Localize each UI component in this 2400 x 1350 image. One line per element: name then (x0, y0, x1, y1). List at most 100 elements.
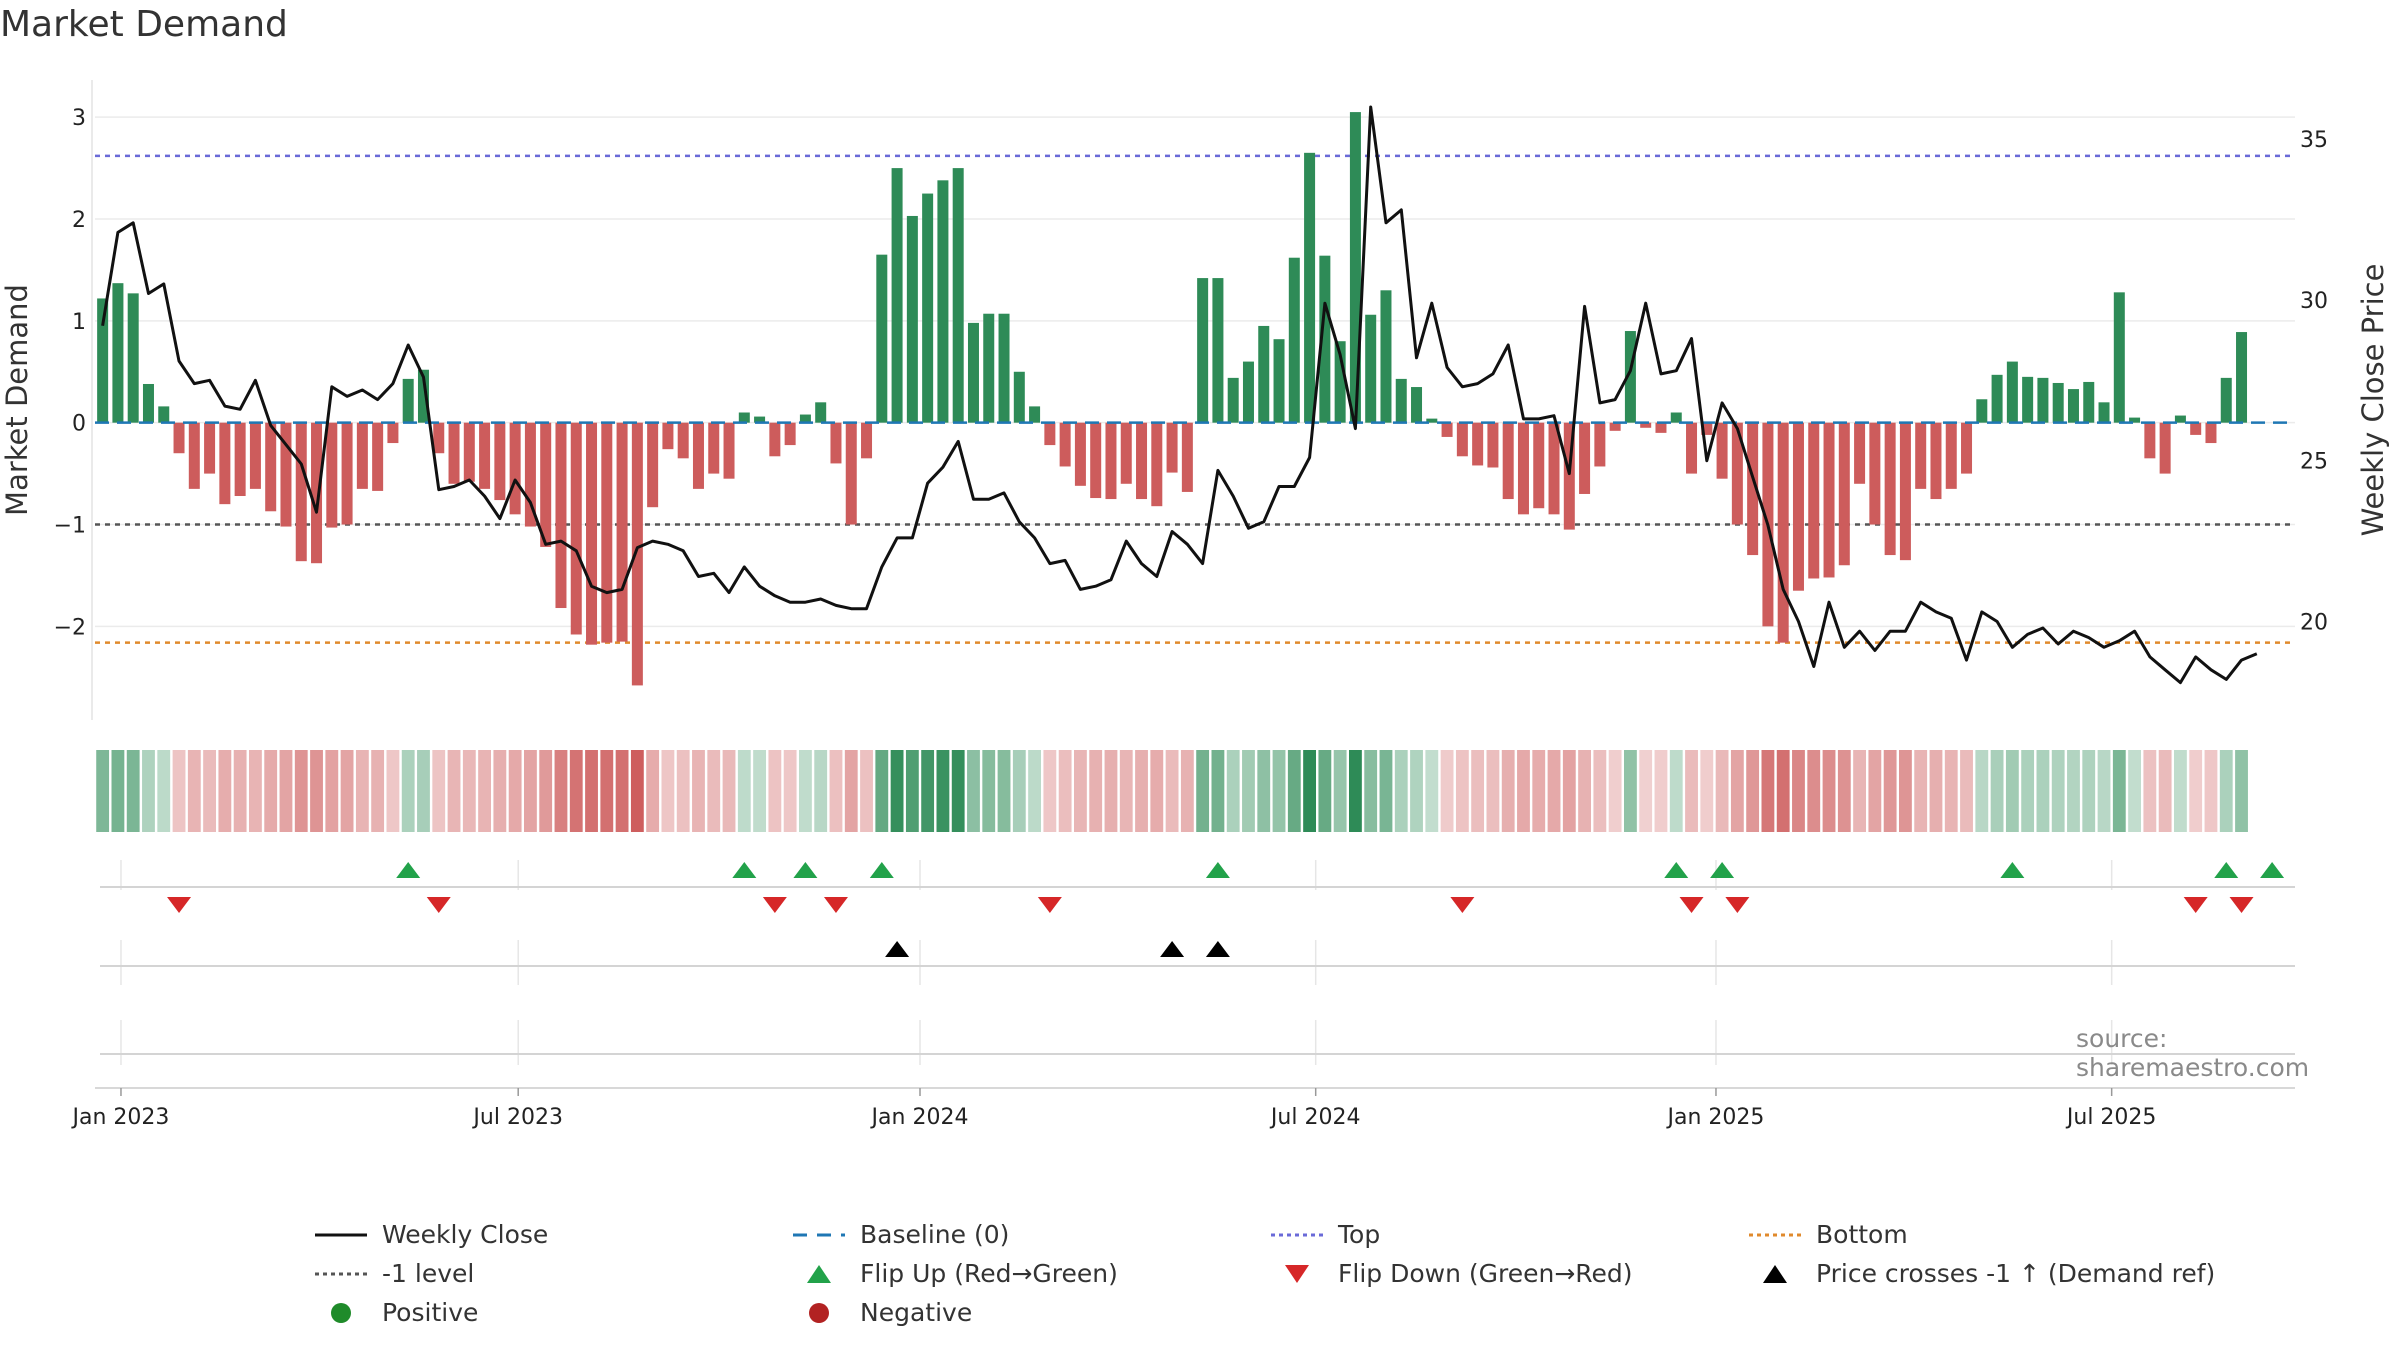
demand-bar-negative (188, 422, 200, 489)
heat-cell (1807, 750, 1821, 832)
heat-cell (157, 750, 171, 832)
heat-cell (539, 750, 553, 832)
heat-cell (1776, 750, 1790, 832)
heat-cell (997, 750, 1011, 832)
heat-cell (2128, 750, 2141, 832)
demand-bar-positive (2006, 361, 2018, 423)
heat-cell (126, 750, 140, 832)
demand-bar-negative (1120, 422, 1132, 484)
heat-cell (1960, 750, 1973, 832)
demand-bar-negative (280, 422, 292, 527)
demand-bar-negative (1930, 422, 1942, 500)
flip-up-marker (2000, 862, 2025, 878)
demand-bar-negative (1181, 422, 1193, 492)
flip-down-marker (823, 897, 848, 913)
heat-cell (1547, 750, 1561, 832)
heat-cell (233, 750, 247, 832)
demand-bar-negative (509, 422, 521, 515)
heat-cell (203, 750, 216, 832)
heat-cell (569, 750, 583, 832)
demand-bar-negative (1044, 422, 1056, 446)
flip-up-marker (732, 862, 757, 878)
heat-cell (967, 750, 980, 832)
flip-up-marker (1205, 862, 1230, 878)
demand-bar-negative (249, 422, 261, 489)
demand-bar-negative (1548, 422, 1560, 515)
demand-bar-negative (479, 422, 491, 489)
demand-bar-positive (112, 283, 124, 423)
demand-bar-positive (2129, 417, 2141, 423)
demand-bar-negative (723, 422, 735, 479)
demand-bar-positive (983, 313, 995, 423)
heat-cell (1012, 750, 1026, 832)
flip-down-marker (1679, 897, 1704, 913)
heat-cell (1562, 750, 1576, 832)
demand-bar-positive (1304, 152, 1316, 423)
heat-cell (783, 750, 797, 832)
heat-cell (1990, 750, 2004, 832)
demand-bar-negative (1884, 422, 1896, 556)
demand-bar-negative (1823, 422, 1835, 578)
heat-cell (630, 750, 644, 832)
demand-bar-positive (2220, 377, 2232, 423)
demand-bar-negative (845, 422, 857, 525)
demand-bar-negative (1166, 422, 1178, 473)
heat-cell (829, 750, 843, 832)
demand-bar-negative (1716, 422, 1728, 479)
heat-cell (172, 750, 186, 832)
heat-cell (386, 750, 400, 832)
heat-cell (1929, 750, 1943, 832)
reference-lines (95, 154, 2295, 644)
heat-cell (1624, 750, 1637, 832)
demand-bar-negative (1945, 422, 1957, 489)
heat-cell (96, 750, 110, 832)
heat-cell (676, 750, 690, 832)
demand-bar-positive (1426, 418, 1438, 423)
flip-up-marker (2214, 862, 2239, 878)
demand-bar-negative (1472, 422, 1484, 466)
heat-cell (1028, 750, 1041, 832)
heat-cell (2082, 750, 2096, 832)
heat-cell (1226, 750, 1240, 832)
demand-bar-positive (2098, 402, 2110, 423)
heat-cell (447, 750, 461, 832)
demand-bar-negative (1502, 422, 1514, 500)
y-tick-label-left: 3 (72, 106, 86, 131)
demand-bar-negative (1563, 422, 1575, 530)
heat-cell (1287, 750, 1301, 832)
heat-cell (2021, 750, 2035, 832)
demand-bar-negative (1609, 422, 1621, 431)
flip-up-marker (1664, 862, 1689, 878)
flip-down-marker (167, 897, 192, 913)
y-tick-label-right: 30 (2300, 289, 2328, 314)
demand-bar-negative (1701, 422, 1713, 435)
heat-cell (1883, 750, 1897, 832)
heat-cell (142, 750, 155, 832)
heat-cell (1578, 750, 1591, 832)
heat-cell (2219, 750, 2233, 832)
heat-cell (1868, 750, 1882, 832)
heat-cell (1517, 750, 1530, 832)
demand-bar-positive (2174, 415, 2186, 423)
demand-bar-negative (1731, 422, 1743, 525)
demand-bar-negative (204, 422, 216, 474)
y-tick-label-left: −1 (54, 514, 86, 539)
demand-bar-positive (799, 414, 811, 423)
demand-bar-negative (570, 422, 582, 635)
demand-bar-negative (1961, 422, 1973, 474)
heat-cell (2112, 750, 2126, 832)
demand-bar-negative (1151, 422, 1163, 507)
heat-cell (264, 750, 278, 832)
demand-bar-positive (2037, 377, 2049, 423)
demand-bar-positive (417, 369, 429, 423)
y-tick-label-right: 20 (2300, 611, 2328, 636)
heat-cell (799, 750, 812, 832)
heat-cell (1272, 750, 1286, 832)
demand-bar-positive (1411, 387, 1423, 423)
heat-cell (218, 750, 232, 832)
heat-cell (1425, 750, 1439, 832)
heat-cell (1074, 750, 1087, 832)
demand-bar-positive (1991, 374, 2003, 423)
heat-cell (921, 750, 935, 832)
demand-bar-negative (601, 422, 613, 643)
